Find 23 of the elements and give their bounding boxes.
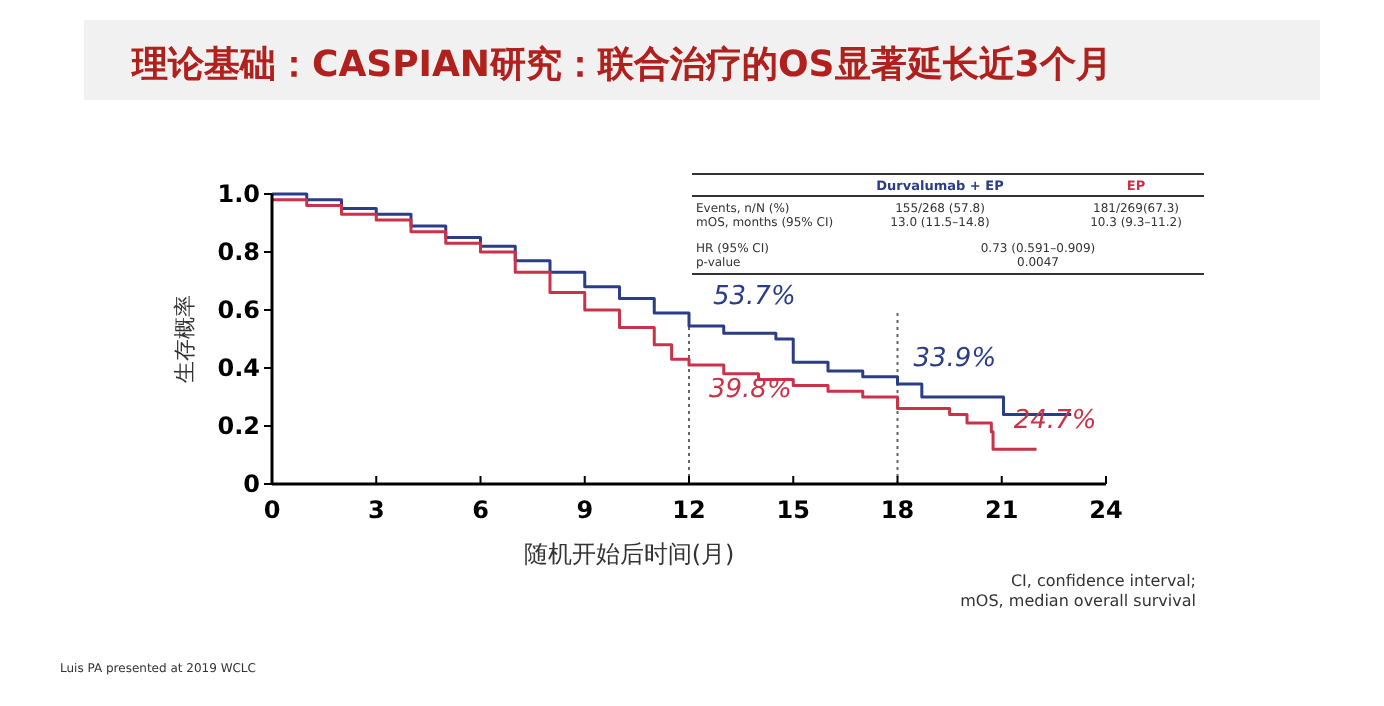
x-tick-label: 3 — [367, 496, 385, 524]
x-tick-label: 9 — [576, 496, 594, 524]
y-axis-title: 生存概率 — [172, 295, 198, 383]
annotation: 33.9% — [913, 343, 997, 374]
y-tick-label: 0.6 — [217, 296, 260, 324]
annotation: 24.7% — [1013, 406, 1097, 437]
text: CI, confidence interval; — [1010, 572, 1196, 590]
y-tick-label: 0.2 — [217, 412, 260, 440]
x-axis-title: 随机开始后时间(月) — [523, 540, 735, 568]
x-tick-label: 24 — [1089, 496, 1123, 524]
annotation: 53.7% — [713, 282, 796, 313]
text: mOS, median overall survival — [960, 592, 1196, 610]
y-tick-label: 0 — [243, 470, 260, 498]
y-tick-label: 1.0 — [217, 180, 260, 208]
x-tick-label: 0 — [263, 496, 281, 524]
chart-title: 理论基础：CASPIAN研究：联合治疗的OS显著延长近3个月 — [130, 44, 1112, 86]
x-tick-label: 21 — [985, 496, 1019, 524]
x-tick-label: 12 — [672, 496, 706, 524]
x-tick-label: 6 — [472, 496, 489, 524]
y-tick-label: 0.8 — [217, 238, 260, 266]
y-tick-label: 0.4 — [217, 354, 260, 382]
x-tick-label: 18 — [880, 496, 915, 524]
x-tick-label: 15 — [776, 496, 810, 524]
